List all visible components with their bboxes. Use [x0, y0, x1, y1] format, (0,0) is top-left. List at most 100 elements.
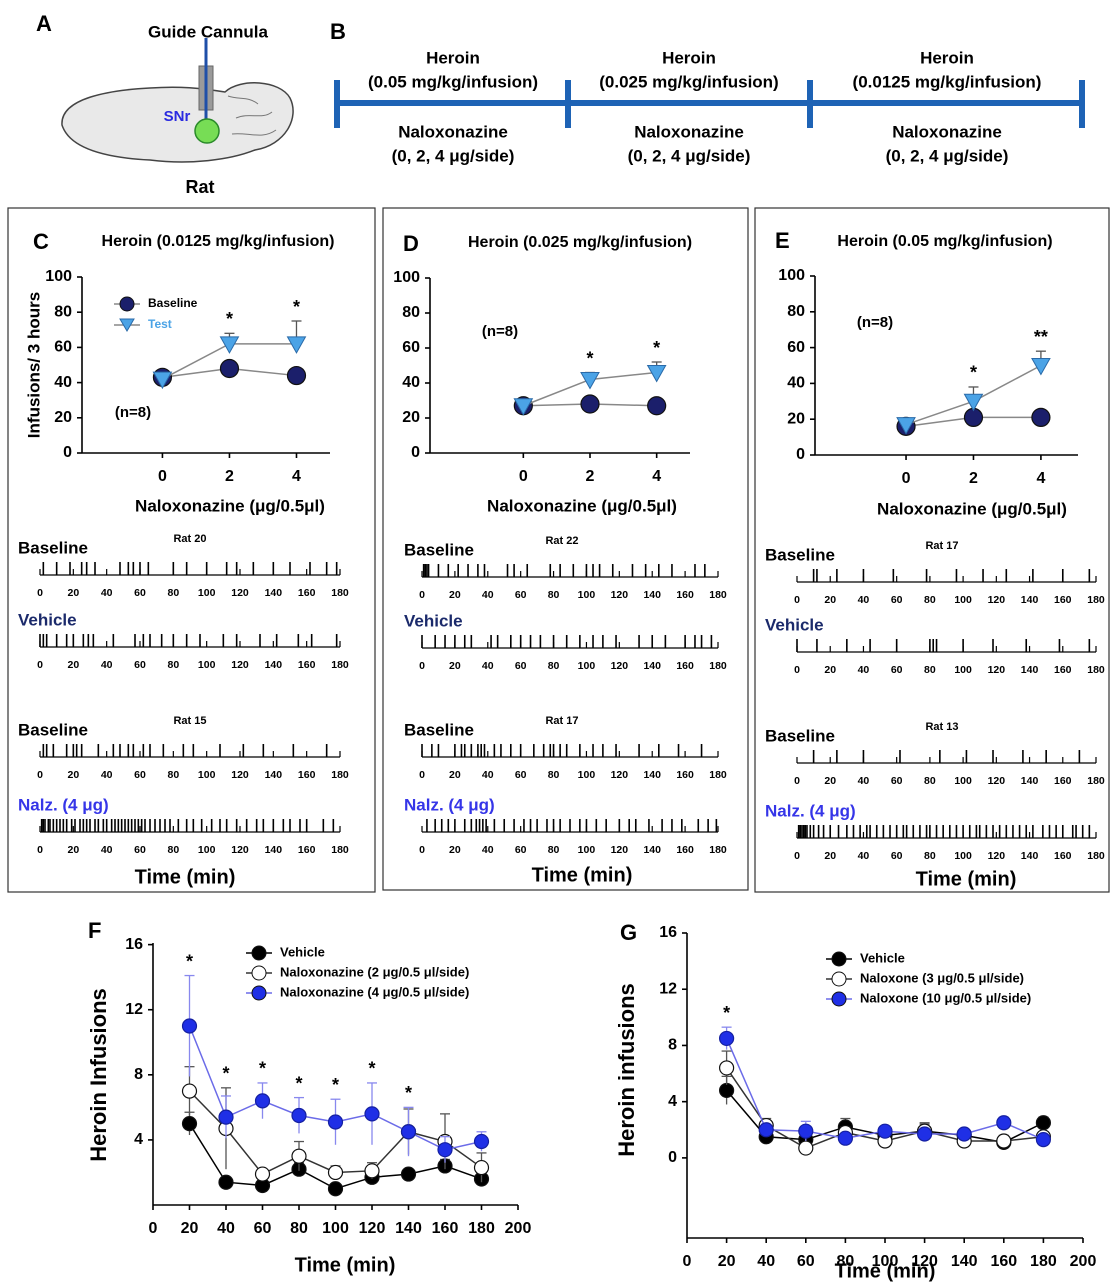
legend-label: Naloxone (10 μg/0.5 μl/side) [860, 990, 1031, 1005]
x-tick-label: 180 [468, 1220, 495, 1237]
y-tick-label: 0 [668, 1149, 677, 1166]
raster-tick-label: 60 [515, 589, 527, 601]
raster-tick-label: 180 [331, 844, 349, 856]
raster-tick-label: 0 [794, 594, 800, 606]
legend-label: Naloxonazine (2 μg/0.5 μl/side) [280, 964, 469, 979]
y-tick-label: 60 [787, 339, 805, 356]
x-tick-label: 20 [181, 1220, 199, 1237]
raster-tick-label: 0 [37, 769, 43, 781]
phase-treatment-dose: (0, 2, 4 μg/side) [628, 146, 751, 165]
raster-tick-label: 120 [988, 594, 1006, 606]
raster-title: Rat 17 [545, 715, 578, 727]
marker [877, 1123, 893, 1139]
raster-tick-label: 40 [101, 769, 113, 781]
marker [473, 1159, 490, 1176]
x-tick-label: 0 [683, 1253, 692, 1270]
marker [364, 1163, 380, 1179]
marker [218, 1174, 234, 1190]
raster-tick-label: 80 [924, 664, 936, 676]
legend-marker [831, 991, 847, 1007]
x-tick-label: 140 [395, 1220, 422, 1237]
sample-size: (n=8) [482, 323, 518, 340]
y-tick-label: 0 [411, 444, 420, 461]
x-tick-label: 200 [1070, 1253, 1097, 1270]
x-axis-label: Time (min) [916, 868, 1017, 890]
raster-tick-label: 140 [643, 769, 661, 781]
marker [364, 1106, 380, 1122]
marker [580, 372, 600, 390]
raster-tick-label: 20 [67, 587, 79, 599]
raster-tick-label: 160 [676, 769, 694, 781]
phase-dose: (0.05 mg/kg/infusion) [368, 72, 538, 91]
raster-tick-label: 140 [1021, 664, 1039, 676]
raster-tick-label: 100 [954, 775, 972, 787]
y-tick-label: 0 [796, 446, 805, 463]
raster-tick-label: 20 [449, 589, 461, 601]
y-axis-label: Heroin Infusions [86, 988, 111, 1162]
x-tick-label: 2 [969, 470, 978, 487]
y-tick-label: 60 [54, 339, 72, 356]
raster-label: Nalz. (4 μg) [18, 795, 109, 814]
marker [181, 1018, 198, 1034]
raster-tick-label: 60 [891, 594, 903, 606]
chart-title: Heroin (0.025 mg/kg/infusion) [468, 234, 692, 251]
x-axis-label: Time (min) [295, 1254, 396, 1276]
marker [219, 358, 240, 379]
raster-tick-label: 80 [548, 844, 560, 856]
raster-tick-label: 120 [231, 844, 249, 856]
panel-letter: D [403, 231, 419, 256]
raster-tick-label: 120 [611, 660, 629, 672]
phase-treatment: Naloxonazine [892, 122, 1002, 141]
x-tick-label: 0 [158, 468, 167, 485]
x-tick-label: 0 [902, 470, 911, 487]
cannula-label: Guide Cannula [148, 22, 269, 41]
x-tick-label: 200 [505, 1220, 532, 1237]
raster-tick-label: 160 [1054, 850, 1072, 862]
raster-tick-label: 80 [167, 844, 179, 856]
raster-tick-label: 180 [331, 659, 349, 671]
panel-letter: B [330, 19, 346, 44]
marker [1031, 407, 1051, 428]
marker [286, 336, 307, 354]
significance: * [970, 363, 977, 383]
raster-tick-label: 120 [231, 769, 249, 781]
legend-marker [251, 985, 267, 1001]
significance: * [653, 338, 660, 358]
raster-tick-label: 60 [134, 844, 146, 856]
legend-label: Vehicle [860, 950, 905, 965]
x-tick-label: 100 [872, 1253, 899, 1270]
raster-tick-label: 80 [924, 850, 936, 862]
sample-size: (n=8) [857, 314, 893, 331]
raster-label: Baseline [765, 545, 835, 564]
phase-treatment-dose: (0, 2, 4 μg/side) [886, 146, 1009, 165]
raster-tick-label: 80 [548, 589, 560, 601]
raster-tick-label: 140 [643, 844, 661, 856]
x-tick-label: 140 [951, 1253, 978, 1270]
raster-tick-label: 160 [298, 587, 316, 599]
raster-tick-label: 100 [954, 664, 972, 676]
marker [798, 1140, 814, 1156]
raster-tick-label: 160 [298, 844, 316, 856]
raster-label: Nalz. (4 μg) [765, 801, 856, 820]
raster-tick-label: 40 [482, 589, 494, 601]
raster-tick-label: 80 [548, 769, 560, 781]
raster-label: Baseline [765, 726, 835, 745]
x-tick-label: 4 [292, 468, 301, 485]
x-tick-label: 60 [797, 1253, 815, 1270]
raster-tick-label: 60 [515, 844, 527, 856]
marker [400, 1166, 417, 1182]
raster-tick-label: 80 [167, 659, 179, 671]
y-tick-label: 40 [787, 375, 805, 392]
raster-tick-label: 140 [1021, 850, 1039, 862]
raster-tick-label: 160 [676, 589, 694, 601]
raster-label: Baseline [18, 720, 88, 739]
x-tick-label: 100 [322, 1220, 349, 1237]
raster-tick-label: 20 [67, 844, 79, 856]
x-tick-label: 120 [359, 1220, 386, 1237]
raster-tick-label: 60 [134, 769, 146, 781]
raster-tick-label: 100 [578, 844, 596, 856]
panel-letter: F [88, 918, 101, 943]
x-tick-label: 20 [718, 1253, 736, 1270]
y-tick-label: 40 [54, 374, 72, 391]
snr-target [194, 118, 220, 144]
